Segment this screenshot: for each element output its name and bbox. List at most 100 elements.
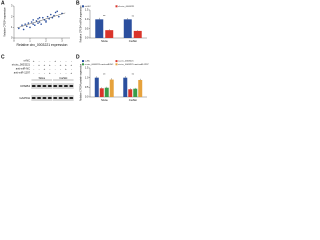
x-tick-label: 2 xyxy=(45,39,47,43)
scatter-point xyxy=(18,27,20,30)
lane-sign: + xyxy=(65,67,67,71)
lane-sign: + xyxy=(54,59,56,63)
bar xyxy=(104,87,109,97)
lane-sign: - xyxy=(44,71,45,75)
significance-mark: ** xyxy=(132,72,135,76)
blot-band xyxy=(47,97,52,99)
scatter-point xyxy=(40,23,42,25)
bar xyxy=(123,19,132,38)
y-axis-label: Relative CPEB4 protein expression xyxy=(80,63,83,101)
lane-sign: - xyxy=(33,71,34,75)
blot-band xyxy=(37,97,41,99)
scatter-point xyxy=(45,21,47,23)
legend-label: si-NC xyxy=(85,61,91,63)
scatter-point xyxy=(58,15,60,18)
scatter-point xyxy=(53,14,55,17)
lane-sign: - xyxy=(60,59,61,63)
significance-mark: ** xyxy=(132,14,135,18)
blot-frame xyxy=(52,83,74,89)
blot-band xyxy=(69,85,74,87)
lane-sign: + xyxy=(33,59,35,63)
lane-sign: + xyxy=(65,63,67,67)
blot-frame xyxy=(52,95,74,101)
panel-label: D xyxy=(76,54,80,60)
lane-sign: - xyxy=(33,67,34,71)
scatter-point xyxy=(35,20,38,22)
lane-sign: - xyxy=(71,67,72,71)
bar xyxy=(105,30,114,38)
row-label: si-circ_0003221 xyxy=(12,63,31,67)
blot-band xyxy=(37,85,41,87)
legend-label: si-circ_0003221+anti-miR-1297 xyxy=(118,63,149,66)
y-tick-label: 0.0 xyxy=(85,36,89,40)
blot-frame xyxy=(31,83,53,89)
y-tick-label: 1.5 xyxy=(85,8,89,12)
blot-frame xyxy=(31,95,53,101)
lane-sign: - xyxy=(39,67,40,71)
bar xyxy=(95,19,104,38)
scatter-point xyxy=(46,15,49,18)
scatter-point xyxy=(32,23,34,25)
significance-mark: ** xyxy=(103,14,106,18)
y-tick-label: 1 xyxy=(11,25,13,29)
blot-band xyxy=(53,97,58,99)
lane-sign: - xyxy=(44,59,45,63)
x-tick-label: SiHa xyxy=(101,98,108,102)
blot-band xyxy=(47,85,52,87)
x-tick-label: 0 xyxy=(13,39,15,43)
x-tick-label: 1 xyxy=(29,39,31,43)
lane-sign: - xyxy=(39,59,40,63)
lane-sign: - xyxy=(65,59,66,63)
y-axis-label: Relative CPEB4 mRNA expression xyxy=(80,5,83,43)
bar xyxy=(99,88,104,97)
lane-sign: + xyxy=(49,63,51,67)
y-tick-label: 0 xyxy=(11,36,13,40)
lane-sign: - xyxy=(49,59,50,63)
legend-label: si-circ_0003221 xyxy=(118,60,134,63)
y-axis-label: Relative CPEB4 expression xyxy=(4,7,7,37)
bar xyxy=(138,79,143,97)
x-tick-label: SiHa xyxy=(101,39,108,43)
bar xyxy=(133,30,142,38)
row-label: anti-miR-NC xyxy=(16,67,30,71)
legend-swatch xyxy=(115,63,118,66)
lane-sign: - xyxy=(65,71,66,75)
blot-band xyxy=(53,85,58,87)
significance-mark: ** xyxy=(103,73,106,77)
y-tick-label: 1.5 xyxy=(85,66,89,70)
blot-band xyxy=(64,85,68,87)
y-tick-label: 1.0 xyxy=(85,75,89,79)
scatter-point xyxy=(34,24,36,27)
blot-band xyxy=(31,85,36,87)
scatter-point xyxy=(38,21,41,23)
bar xyxy=(123,77,128,97)
lane-sign: - xyxy=(49,67,50,71)
lane-sign: + xyxy=(60,63,62,67)
band-label: GAPDH xyxy=(19,96,30,100)
scatter-point xyxy=(22,28,25,31)
scatter-point xyxy=(37,18,39,20)
panel-label: B xyxy=(76,0,80,6)
scatter-point xyxy=(26,25,28,28)
trend-line xyxy=(17,12,66,29)
lane-sign: - xyxy=(55,71,56,75)
blot-band xyxy=(64,97,68,99)
lane-sign: + xyxy=(38,63,40,67)
panel-label: A xyxy=(1,0,5,6)
blot-band xyxy=(69,97,74,99)
blot-band xyxy=(58,97,63,99)
legend-swatch xyxy=(115,5,118,8)
lane-sign: + xyxy=(44,67,46,71)
blot-band xyxy=(31,97,36,99)
legend-swatch xyxy=(82,5,84,8)
x-tick-label: CaSki xyxy=(129,98,137,102)
scatter-point xyxy=(21,24,23,27)
lane-sign: + xyxy=(44,63,46,67)
scatter-point xyxy=(38,16,41,19)
scatter-point xyxy=(32,19,34,21)
scatter-point xyxy=(50,13,52,16)
lane-sign: - xyxy=(39,71,40,75)
lane-sign: - xyxy=(60,71,61,75)
legend-swatch xyxy=(82,63,84,66)
